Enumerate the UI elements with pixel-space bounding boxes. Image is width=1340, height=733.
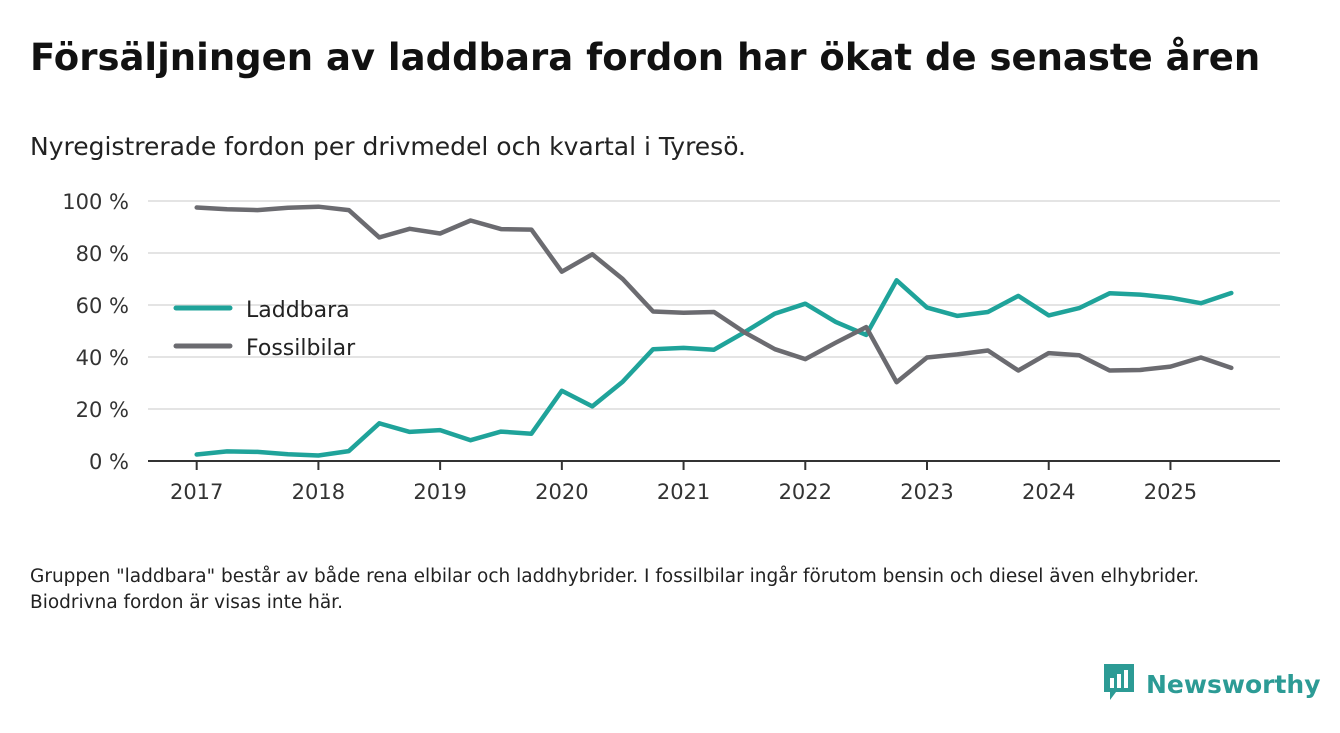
legend-label-laddbara: Laddbara: [246, 298, 350, 323]
y-tick-label: 0 %: [89, 450, 129, 474]
x-tick-label: 2025: [1144, 480, 1197, 504]
x-tick-label: 2023: [900, 480, 953, 504]
series-lines: [194, 204, 1234, 458]
x-tick-label: 2022: [779, 480, 832, 504]
x-tick-label: 2017: [170, 480, 223, 504]
y-tick-label: 20 %: [76, 398, 129, 422]
series-line-laddbara: [194, 278, 1234, 458]
chart-subtitle: Nyregistrerade fordon per drivmedel och …: [30, 132, 747, 161]
legend: Laddbara Fossilbilar: [173, 298, 356, 361]
y-axis-tick-labels: 0 % 20 % 40 % 60 % 80 % 100 %: [62, 190, 129, 474]
y-tick-label: 80 %: [76, 242, 129, 266]
gridlines: [148, 200, 1280, 410]
newsworthy-logo-icon: [1102, 662, 1136, 706]
x-tick-label: 2018: [292, 480, 345, 504]
chart-title: Försäljningen av laddbara fordon har öka…: [30, 36, 1261, 79]
x-tick-label: 2024: [1022, 480, 1075, 504]
x-tick-label: 2021: [657, 480, 710, 504]
x-tick-label: 2020: [535, 480, 588, 504]
brand-name: Newsworthy: [1146, 669, 1321, 699]
y-tick-label: 100 %: [62, 190, 129, 214]
y-tick-label: 60 %: [76, 294, 129, 318]
brand-logo[interactable]: Newsworthy: [1102, 662, 1321, 706]
x-axis: 2017 2018 2019 2020 2021 2022 2023 2024 2025: [148, 460, 1280, 504]
y-tick-label: 40 %: [76, 346, 129, 370]
legend-label-fossilbilar: Fossilbilar: [246, 336, 356, 361]
x-tick-label: 2019: [413, 480, 466, 504]
series-line-fossilbilar: [194, 204, 1234, 385]
footnote: Gruppen "laddbara" består av både rena e…: [30, 566, 1200, 613]
